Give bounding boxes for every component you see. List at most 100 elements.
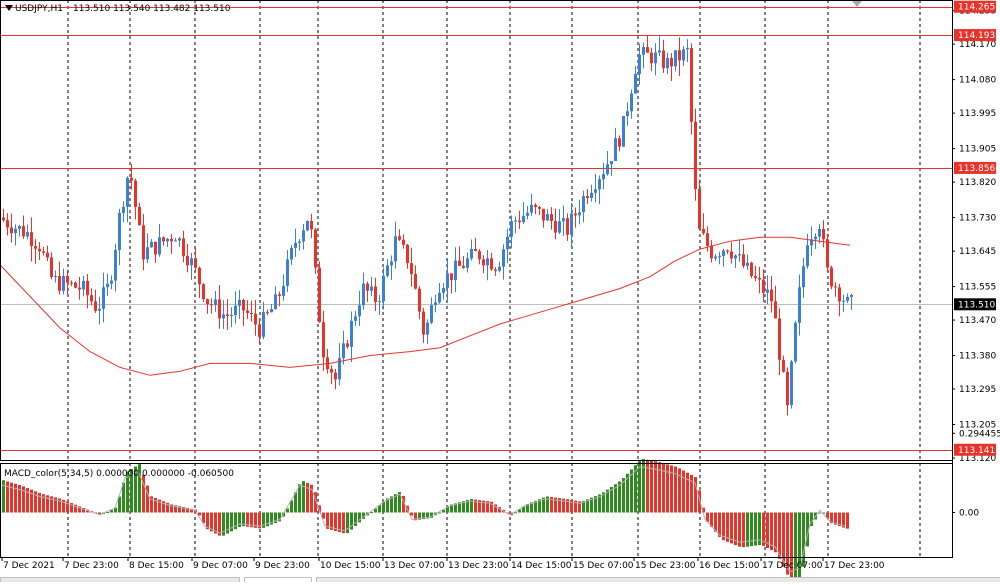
macd-bar (590, 497, 593, 513)
candle-body (282, 285, 285, 296)
candle-body (266, 312, 269, 314)
macd-bar (218, 512, 221, 536)
macd-bar (642, 459, 645, 513)
candle-body (574, 213, 577, 216)
horizontal-lines[interactable] (0, 7, 952, 451)
macd-bar (658, 462, 661, 513)
macd-bar (522, 506, 525, 513)
collapse-triangle-icon[interactable] (5, 5, 13, 11)
candle-body (466, 258, 469, 268)
macd-bar (198, 512, 201, 516)
candle-body (414, 273, 417, 289)
candle-body (170, 238, 173, 242)
candle-body (582, 196, 585, 213)
symbol-label: USDJPY,H1 (15, 4, 63, 14)
macd-bar (546, 496, 549, 513)
candle-body (10, 227, 13, 234)
candle-body (38, 248, 41, 252)
candle-body (322, 322, 325, 358)
candle-body (74, 282, 77, 288)
macd-bar (786, 512, 789, 575)
macd-bar (290, 500, 293, 513)
macd-bar (702, 507, 705, 513)
time-tick-label: 16 Dec 15:00 (699, 561, 760, 571)
ohlc-values: 113.510 113.540 113.482 113.510 (73, 4, 231, 14)
candle-body (462, 265, 465, 268)
macd-bar (122, 482, 125, 513)
candle-body (234, 305, 237, 316)
candle-body (498, 266, 501, 271)
candle-body (222, 314, 225, 319)
candle-body (250, 312, 253, 314)
macd-bar (98, 512, 101, 515)
candle-body (818, 229, 821, 237)
candle-body (718, 255, 721, 257)
macd-bar (810, 512, 813, 526)
candle-body (430, 305, 433, 323)
candle-body (346, 343, 349, 347)
macd-tick-label: 0.00 (959, 509, 979, 519)
candle-body (134, 180, 137, 207)
macd-bar (846, 512, 849, 529)
macd-bar (806, 512, 809, 547)
chart-tab-1[interactable] (0, 577, 240, 582)
macd-bar (614, 484, 617, 513)
candle-body (198, 267, 201, 285)
macd-bar (394, 494, 397, 513)
time-axis[interactable]: 7 Dec 2021 7 Dec 23:00 8 Dec 15:00 9 Dec 07… (1, 557, 885, 571)
macd-bar (302, 481, 305, 513)
candle-body (422, 311, 425, 335)
macd-bar (350, 512, 353, 530)
price-tick-label: 113.205 (959, 421, 996, 431)
macd-bar (150, 496, 153, 513)
candle-body (90, 295, 93, 302)
macd-bar (258, 512, 261, 529)
candle-body (742, 254, 745, 266)
candle-body (542, 208, 545, 221)
macd-bar (698, 490, 701, 513)
candle-body (850, 294, 853, 297)
candle-body (454, 260, 457, 281)
candle-body (190, 258, 193, 266)
macd-bar (162, 501, 165, 513)
macd-bar (714, 512, 717, 532)
scroll-shift-icon[interactable] (852, 1, 862, 7)
macd-bar (50, 496, 53, 513)
macd-bar (154, 497, 157, 513)
candle-body (538, 206, 541, 209)
macd-bar (822, 512, 825, 514)
macd-bar (602, 492, 605, 513)
candle-body (18, 226, 21, 229)
macd-bar (26, 488, 29, 513)
candle-body (130, 177, 133, 181)
candle-body (486, 258, 489, 266)
macd-bar (70, 503, 73, 513)
macd-bar (186, 507, 189, 513)
macd-bar (86, 509, 89, 513)
candle-body (218, 299, 221, 319)
candle-body (182, 238, 185, 256)
price-axis[interactable]: 114.255114.170114.080113.995113.905113.8… (952, 0, 996, 557)
price-tick-label: 114.080 (959, 76, 996, 86)
macd-bar (778, 512, 781, 559)
macd-bar (174, 505, 177, 513)
macd-bar (354, 512, 357, 526)
candle-body (702, 228, 705, 234)
macd-bar (794, 512, 797, 581)
candle-body (570, 213, 573, 235)
chart-tab-2[interactable] (244, 577, 312, 582)
macd-bar (414, 512, 417, 521)
macd-bar (618, 481, 621, 513)
chart-tab-3[interactable] (316, 577, 1000, 582)
candle-body (550, 214, 553, 221)
price-tick-label: 113.295 (959, 385, 996, 395)
macd-bar (138, 464, 141, 513)
price-tick-label: 113.645 (959, 247, 996, 257)
candle-body (230, 315, 233, 317)
candle-body (746, 262, 749, 266)
macd-bar (518, 509, 521, 513)
candle-body (722, 250, 725, 256)
macd-bar (342, 512, 345, 534)
